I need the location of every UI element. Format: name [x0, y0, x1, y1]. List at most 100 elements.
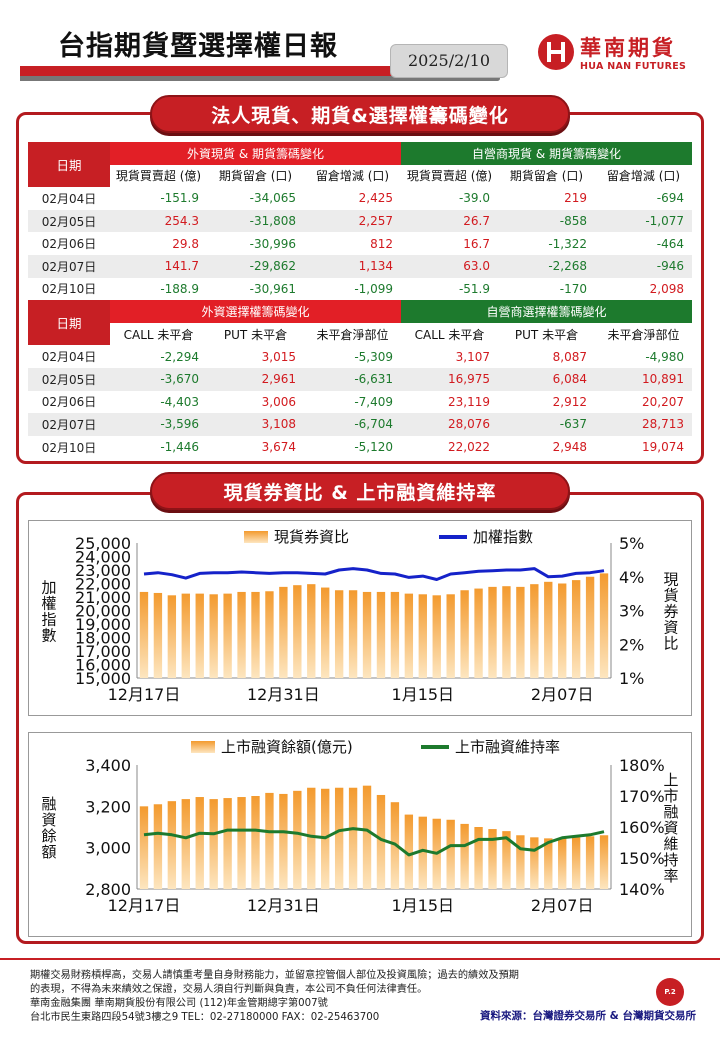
y-tick-label: 3,200: [85, 797, 131, 816]
bar: [446, 819, 455, 889]
bar: [348, 590, 358, 678]
row-date: 02月05日: [28, 209, 110, 233]
title-underline-bar: [20, 66, 500, 78]
legend-label: 現貨券資比: [274, 528, 349, 546]
y2-tick-label: 170%: [619, 787, 665, 806]
y2-axis-title: 市: [663, 787, 678, 805]
margin-maintenance-chart-box: 3,400 3,200 3,000 2,800 180% 170% 160% 150% 140%…: [28, 732, 692, 937]
y-tick-label: 3,400: [85, 756, 131, 775]
x-tick-label: 2月07日: [531, 685, 594, 704]
chips-panel: 日期 外資現貨 & 期貨籌碼變化 自營商現貨 & 期貨籌碼變化 現貨買賣超 (億…: [16, 112, 704, 464]
table-cell: -464: [656, 236, 684, 251]
bar: [348, 787, 358, 889]
table-cell: 28,713: [595, 413, 692, 436]
table-cell: -637: [498, 413, 595, 436]
y2-axis-title: 持: [663, 851, 678, 869]
bar: [139, 806, 149, 889]
table-cell: -34,065: [249, 191, 296, 206]
report-date: 2025/2/10: [390, 44, 508, 78]
column-header: 留倉增減 (口): [606, 169, 681, 184]
bar: [362, 785, 372, 889]
bar: [167, 595, 177, 678]
logo-chinese-name: 華南期貨: [580, 36, 676, 60]
row-date: 02月06日: [41, 237, 97, 252]
y-tick-label: 20,000: [75, 602, 131, 621]
y-tick-label: 24,000: [75, 548, 131, 567]
dealer-futures-group-header: 自營商現貨 & 期貨籌碼變化: [401, 142, 692, 165]
table-cell: 3,108: [207, 413, 304, 436]
table-cell: -6,631: [304, 367, 401, 391]
table-cell: 3,674: [261, 440, 296, 455]
bar: [530, 584, 539, 678]
table-cell: -170: [559, 281, 587, 296]
report-header: 台指期貨暨選擇權日報 2025/2/10 華南期貨 HUA NAN FUTURE…: [0, 0, 720, 90]
table-cell: -2,268: [498, 254, 595, 278]
x-tick-label: 1月15日: [392, 685, 455, 704]
company-license: 華南金融集團 華南期貨股份有限公司 (112)年金管期總字第007號: [30, 998, 328, 1009]
bar: [307, 787, 316, 889]
y-tick-label: 22,000: [75, 575, 131, 594]
bar: [376, 591, 386, 678]
x-tick-label: 12月31日: [247, 896, 320, 915]
y-tick-label: 17,000: [75, 642, 131, 661]
table-cell: -1,099: [354, 281, 393, 296]
table-cell: -29,862: [207, 254, 304, 278]
y-axis-title: 融: [41, 795, 56, 813]
disclaimer-line-1: 期權交易財務槓桿高，交易人請慎重考量自身財務能力，並留意控管個人部位及投資風險；…: [30, 970, 519, 981]
table-cell: 3,015: [261, 349, 296, 364]
table-cell: -51.9: [458, 281, 490, 296]
table-row: 02月07日 141.7 -29,862 1,134 63.0 -2,268 -946: [28, 254, 692, 278]
bar: [334, 590, 344, 678]
disclaimer-line-2: 的表現，不得為未來績效之保證，交易人須自行判斷與負責，本公司不負任何法律責任。: [30, 984, 428, 995]
table-row: 02月10日 -1,446 3,674 -5,120 22,022 2,948 19,074: [28, 436, 692, 459]
table-cell: 63.0: [401, 254, 498, 278]
table-cell: 219: [564, 191, 587, 206]
table-cell: -694: [656, 191, 684, 206]
bar: [502, 586, 511, 678]
table-cell: 2,098: [649, 281, 684, 296]
date-column-header: 日期: [28, 300, 110, 346]
table-row: 02月06日 29.8 -30,996 812 16.7 -1,322 -464: [28, 232, 692, 255]
y-tick-label: 19,000: [75, 615, 131, 634]
foreign-options-group-header: 外資選擇權籌碼變化: [110, 300, 401, 323]
y-tick-label: 25,000: [75, 534, 131, 553]
row-date: 02月10日: [41, 282, 97, 297]
y2-axis-title: 貨: [663, 587, 678, 605]
table-cell: -188.9: [160, 281, 199, 296]
bar: [251, 591, 260, 678]
table-cell: -31,808: [207, 209, 304, 233]
date-column-header: 日期: [28, 142, 110, 188]
table-cell: -39.0: [458, 191, 490, 206]
table-cell: 10,891: [595, 367, 692, 391]
x-tick-label: 12月17日: [108, 685, 181, 704]
ratios-panel: 25,000 24,000 23,000 22,000 21,000 20,000 19,0…: [16, 492, 704, 944]
column-header: 現貨買賣超 (億): [406, 169, 493, 184]
column-header: CALL 未平倉: [414, 327, 485, 342]
row-date: 02月05日: [28, 367, 110, 391]
table-cell: 2,961: [207, 367, 304, 391]
column-header: 期貨留倉 (口): [218, 169, 293, 184]
short-margin-ratio-chart: 25,00024,00023,00022,00021,00020,00019,0…: [41, 528, 678, 704]
table-cell: 254.3: [110, 209, 207, 233]
bar: [418, 816, 427, 889]
table-cell: 8,087: [552, 349, 587, 364]
page-number-badge: P.2: [656, 978, 684, 1006]
table-cell: 2,425: [358, 191, 393, 206]
table-cell: 2,912: [552, 394, 587, 409]
row-date: 02月07日: [28, 413, 110, 436]
bar: [181, 593, 190, 678]
legend-label: 上市融資餘額(億元): [221, 738, 353, 756]
short-margin-ratio-chart-box: 25,000 24,000 23,000 22,000 21,000 20,000 19,0…: [28, 520, 692, 716]
table-cell: 2,257: [304, 209, 401, 233]
y2-tick-label: 3%: [619, 602, 644, 621]
y-axis-title: 資: [41, 811, 56, 829]
hua-nan-logo-icon: [538, 34, 574, 70]
bar: [251, 796, 260, 889]
bar: [153, 804, 163, 889]
bar: [516, 586, 525, 678]
column-header: PUT 未平倉: [514, 327, 579, 342]
y2-tick-label: 140%: [619, 880, 665, 899]
y2-tick-label: 150%: [619, 849, 665, 868]
y-tick-label: 16,000: [75, 656, 131, 675]
bar: [502, 831, 511, 889]
